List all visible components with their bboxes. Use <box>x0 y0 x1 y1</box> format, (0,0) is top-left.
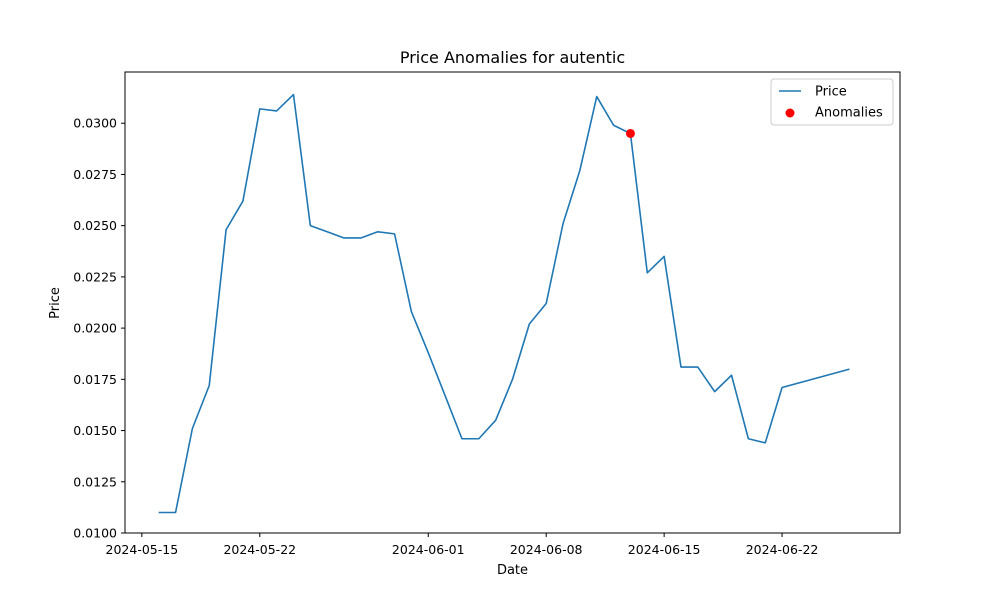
x-tick-label: 2024-06-15 <box>628 542 701 557</box>
y-tick-label: 0.0275 <box>73 167 117 182</box>
x-tick-label: 2024-05-22 <box>223 542 296 557</box>
y-tick-label: 0.0250 <box>73 218 117 233</box>
legend-price-label: Price <box>815 85 847 100</box>
legend-box <box>770 78 894 126</box>
price-series-line <box>158 93 850 514</box>
plot-content: 2024-05-15 2024-05-22 2024-06-01 2024-06-08… <box>73 93 850 557</box>
y-axis-title: Price <box>48 287 63 319</box>
y-tick-label: 0.0125 <box>73 474 117 489</box>
legend-anomalies-label: Anomalies <box>815 106 883 121</box>
y-tick-label: 0.0150 <box>73 423 117 438</box>
x-axis-title: Date <box>497 563 528 578</box>
y-tick-label: 0.0300 <box>73 116 117 131</box>
legend-anomaly-swatch <box>785 108 795 118</box>
y-tick-label: 0.0225 <box>73 269 117 284</box>
chart-title: Price Anomalies for autentic <box>400 48 625 67</box>
x-tick-label: 2024-05-15 <box>106 542 179 557</box>
x-tick-label: 2024-06-08 <box>510 542 583 557</box>
y-tick-label: 0.0100 <box>73 526 117 541</box>
x-tick-label: 2024-06-01 <box>392 542 465 557</box>
y-tick-label: 0.0200 <box>73 321 117 336</box>
plot-area-frame <box>124 71 901 534</box>
anomaly-point <box>625 128 635 138</box>
x-tick-label: 2024-06-22 <box>746 542 819 557</box>
y-tick-label: 0.0175 <box>73 372 117 387</box>
legend: Price Anomalies <box>770 78 894 126</box>
